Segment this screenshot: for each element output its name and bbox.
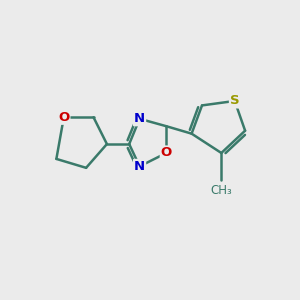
Text: O: O (58, 111, 69, 124)
Text: CH₃: CH₃ (211, 184, 232, 197)
Text: S: S (230, 94, 239, 107)
Text: O: O (161, 146, 172, 160)
Text: N: N (134, 160, 145, 173)
Text: N: N (134, 112, 145, 125)
